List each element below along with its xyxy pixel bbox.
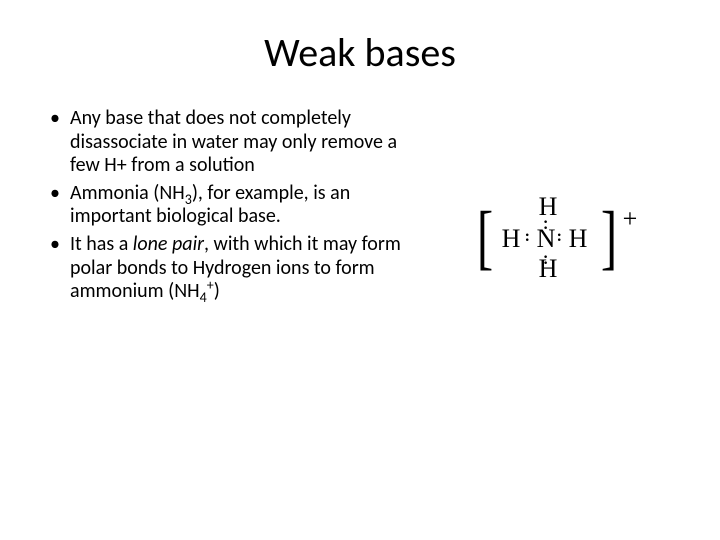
bullet-item: It has a lone pair, with which it may fo…	[50, 233, 410, 304]
bullet-list: Any base that does not completely disass…	[50, 107, 410, 308]
bullet-item: Any base that does not completely disass…	[50, 107, 410, 178]
content-row: Any base that does not completely disass…	[0, 77, 720, 308]
atom-h-top: H	[539, 192, 558, 222]
atom-h-right: H	[569, 224, 588, 254]
atom-h-bottom: H	[539, 254, 558, 284]
atom-h-left: H	[502, 224, 521, 254]
bullet-item: Ammonia (NH3), for example, is an import…	[50, 182, 410, 229]
slide-title: Weak bases	[0, 0, 720, 77]
molecule: H H N H H : : .. ..	[497, 192, 597, 282]
diagram-container: [ H H N H H : : .. .. ] +	[410, 107, 700, 308]
right-bracket: ]	[600, 205, 616, 270]
bullets-ul: Any base that does not completely disass…	[50, 107, 410, 304]
bond-dots-bottom: ..	[544, 251, 548, 263]
left-bracket: [	[477, 205, 493, 270]
bond-dots-left: :	[525, 234, 530, 240]
ammonium-lewis-structure: [ H H N H H : : .. .. ] +	[473, 192, 638, 282]
charge-plus: +	[621, 204, 638, 234]
bond-dots-right: :	[557, 234, 562, 240]
bond-dots-top: ..	[544, 216, 548, 228]
